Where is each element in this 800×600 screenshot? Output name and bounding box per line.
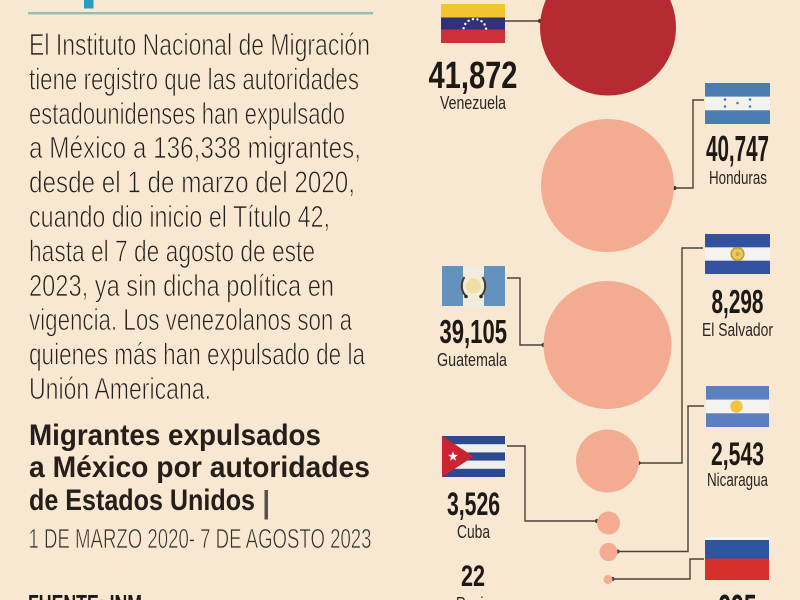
svg-text:tiene registro que las autorid: tiene registro que las autoridades [29, 61, 359, 96]
svg-text:El Instituto Nacional de Migra: El Instituto Nacional de Migración [29, 27, 370, 62]
svg-text:vigencia. Los venezolanos son: vigencia. Los venezolanos son a [29, 302, 353, 337]
svg-text:Guatemala: Guatemala [437, 350, 508, 370]
svg-text:2,543: 2,543 [711, 436, 764, 472]
svg-text:Cuba: Cuba [457, 522, 491, 542]
svg-text:Migrantes expulsados: Migrantes expulsados [29, 419, 321, 452]
svg-text:quienes más han expulsado de l: quienes más han expulsado de la [29, 337, 366, 372]
svg-text:41,872: 41,872 [429, 55, 518, 97]
svg-text:1 DE MARZO 2020- 7 DE AGOSTO 2: 1 DE MARZO 2020- 7 DE AGOSTO 2023 [29, 523, 372, 554]
svg-text:3,526: 3,526 [447, 486, 500, 522]
svg-text:39,105: 39,105 [440, 313, 508, 350]
svg-text:2023, ya sin dicha política en: 2023, ya sin dicha política en [29, 268, 334, 303]
svg-text:Unión Americana.: Unión Americana. [29, 371, 211, 406]
svg-text:desde el 1 de marzo del 2020,: desde el 1 de marzo del 2020, [29, 165, 355, 200]
svg-text:Rusia: Rusia [456, 594, 492, 600]
svg-text:995: 995 [719, 588, 757, 600]
svg-text:22: 22 [461, 560, 485, 593]
svg-text:Nicaragua: Nicaragua [707, 470, 769, 490]
svg-text:cuando dio inicio el Título 42: cuando dio inicio el Título 42, [29, 199, 330, 234]
svg-text:hasta el 7 de agosto de este: hasta el 7 de agosto de este [29, 233, 315, 268]
svg-text:FUENTE: INM: FUENTE: INM [28, 589, 142, 600]
svg-text:40,747: 40,747 [706, 128, 769, 169]
svg-text:estadounidenses han expulsado: estadounidenses han expulsado [29, 96, 345, 131]
svg-text:El Salvador: El Salvador [702, 320, 773, 340]
svg-text:8,298: 8,298 [712, 283, 764, 320]
svg-text:a México a 136,338 migrantes,: a México a 136,338 migrantes, [29, 130, 361, 165]
svg-text:Venezuela: Venezuela [440, 93, 507, 113]
svg-text:a México por autoridades: a México por autoridades [29, 451, 370, 484]
svg-text:Honduras: Honduras [709, 168, 767, 188]
svg-text:de Estados Unidos: de Estados Unidos [29, 484, 255, 517]
